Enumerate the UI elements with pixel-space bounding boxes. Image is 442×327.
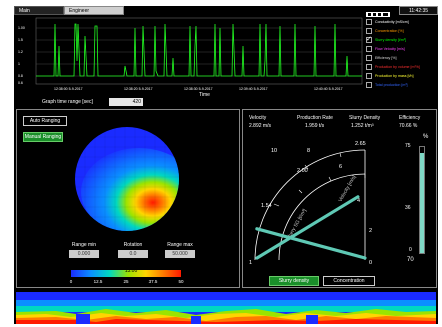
tomography-image xyxy=(75,127,179,231)
legend-label: Slurry density [t/m³] xyxy=(375,38,406,42)
y-tick-label: 0.6 xyxy=(18,81,23,85)
velocity-label: Velocity xyxy=(249,115,267,121)
gauge-label: 1 xyxy=(249,260,252,266)
density-needle xyxy=(255,227,367,260)
gauge-label: 6 xyxy=(339,164,342,170)
slurry-density-value: 1.252 t/m³ xyxy=(351,123,374,129)
colorbar xyxy=(71,270,181,277)
legend-checkbox[interactable] xyxy=(366,73,372,79)
app-screen: Main Engineer 11:42:35 1.00 1.5 1.2 xyxy=(14,6,438,324)
trend-graph: 1.00 1.5 1.2 1 0.8 0.6 12:38:00 5-9-2017… xyxy=(14,16,364,106)
efficiency-value: 70.66 % xyxy=(399,123,418,129)
efficiency-tick: 0 xyxy=(409,247,412,253)
velocity-value: 2.892 m/s xyxy=(249,123,271,129)
slurry-density-button[interactable]: Slurry density xyxy=(269,276,319,286)
velocity-arc xyxy=(254,149,366,261)
trend-legend: Conductivity [mS/cm] Concentration [%] Slu… xyxy=(366,16,438,94)
gauge-label: 8 xyxy=(307,148,310,154)
x-tick-label: 12:38:00 5-9-2017 xyxy=(54,87,83,91)
efficiency-bar xyxy=(419,146,425,254)
legend-label: Production by volume [m³/h] xyxy=(375,65,420,69)
legend-item[interactable]: Total production [m³] xyxy=(366,81,438,89)
manual-ranging-button[interactable]: Manual Ranging xyxy=(23,132,63,142)
gauge-label: 2 xyxy=(369,228,372,234)
x-tick-label: 12:39:40 5-9-2017 xyxy=(239,87,268,91)
legend-label: Production by mass [t/h] xyxy=(375,74,414,78)
legend-item[interactable]: Slurry density [t/m³] xyxy=(366,35,438,44)
tab-engineer[interactable]: Engineer xyxy=(64,6,124,15)
clock-display: 11:42:35 xyxy=(399,6,438,15)
velocity-needle xyxy=(255,195,360,260)
efficiency-bar-value: 70 xyxy=(407,257,414,263)
legend-checkbox[interactable] xyxy=(366,35,372,43)
legend-item[interactable]: Conductivity [mS/cm] xyxy=(366,18,438,26)
rotation-label: Rotation xyxy=(123,242,143,248)
legend-item[interactable]: Efficiency [%] xyxy=(366,54,438,62)
y-tick-label: 0.8 xyxy=(18,74,23,78)
density-trend-line xyxy=(36,23,362,77)
colorbar-tick: 25 xyxy=(123,279,129,284)
range-min-label: Range min xyxy=(71,242,97,248)
range-min-input[interactable]: 0.000 xyxy=(69,250,99,258)
legend-checkbox[interactable] xyxy=(366,82,372,88)
y-tick-label: 1.5 xyxy=(18,38,23,42)
rotation-input[interactable]: 0.0 xyxy=(118,250,148,258)
measurement-panel: Velocity 2.892 m/s Production Rate 1.959… xyxy=(242,109,437,288)
efficiency-bar-fill xyxy=(420,153,424,253)
tomography-panel: Auto Ranging Manual Ranging xyxy=(16,109,240,288)
legend-checkbox[interactable] xyxy=(366,55,372,61)
dual-gauge: 10 8 2.65 2.00 1.54 6 4 2 0 1 Slurry SG … xyxy=(249,141,372,266)
colorbar-tick: 50 xyxy=(178,279,184,284)
legend-item[interactable]: Flow Velocity [m/s] xyxy=(366,45,438,53)
auto-ranging-button[interactable]: Auto Ranging xyxy=(23,116,67,126)
gauge-label: 1.54 xyxy=(261,203,272,209)
production-rate-label: Production Rate xyxy=(297,115,333,121)
x-tick-label: 12:38:20 5-9-2017 xyxy=(124,87,153,91)
efficiency-unit: % xyxy=(423,134,429,140)
legend-checkbox[interactable] xyxy=(366,19,372,25)
efficiency-label: Efficiency xyxy=(399,115,421,121)
range-max-input[interactable]: 50.000 xyxy=(165,250,195,258)
legend-item[interactable]: Production by mass [t/h] xyxy=(366,72,438,80)
x-tick-label: 12:40:40 5-9-2017 xyxy=(314,87,343,91)
legend-checkbox[interactable] xyxy=(366,46,372,52)
gauge-label: 0 xyxy=(369,260,372,266)
gauge-label: 10 xyxy=(271,148,277,154)
legend-checkbox[interactable] xyxy=(366,64,372,70)
gauge-label: 2.00 xyxy=(297,168,308,174)
y-tick-label: 1.2 xyxy=(18,50,23,54)
y-tick-label: 1 xyxy=(18,62,20,66)
range-max-label: Range max xyxy=(167,242,193,248)
concentration-button[interactable]: Concentration xyxy=(323,276,375,286)
y-tick-label: 1.00 xyxy=(18,26,25,30)
legend-label: Flow Velocity [m/s] xyxy=(375,47,405,51)
gauge-label: 2.65 xyxy=(355,141,366,147)
x-tick-label: 12:38:30 5-9-2017 xyxy=(184,87,213,91)
slurry-density-label: Slurry Density xyxy=(349,115,381,121)
legend-item[interactable]: Concentration [%] xyxy=(366,27,438,35)
tab-main[interactable]: Main xyxy=(14,6,64,15)
efficiency-tick: 75 xyxy=(405,143,411,149)
gauge-label: 4 xyxy=(357,198,360,204)
legend-item[interactable]: Production by volume [m³/h] xyxy=(366,63,438,71)
efficiency-tick: 36 xyxy=(405,205,411,211)
density-profile-strip xyxy=(16,292,436,324)
colorbar-tick: 0 xyxy=(69,279,73,284)
legend-checkbox[interactable] xyxy=(366,28,372,34)
x-axis-title: Time xyxy=(199,92,210,98)
production-rate-value: 1.959 t/s xyxy=(305,123,325,129)
legend-label: Concentration [%] xyxy=(375,29,404,33)
legend-label: Efficiency [%] xyxy=(375,56,397,60)
graph-range-input[interactable]: 420 xyxy=(109,98,143,106)
legend-label: Conductivity [mS/cm] xyxy=(375,20,409,24)
colorbar-tick: 12.5 xyxy=(93,279,103,284)
graph-range-label: Graph time range [sec] xyxy=(42,99,93,105)
logo xyxy=(364,6,394,17)
colorbar-tick: 37.5 xyxy=(148,279,158,284)
colorbar-value: 13.00 xyxy=(124,268,138,274)
legend-label: Total production [m³] xyxy=(375,83,408,87)
